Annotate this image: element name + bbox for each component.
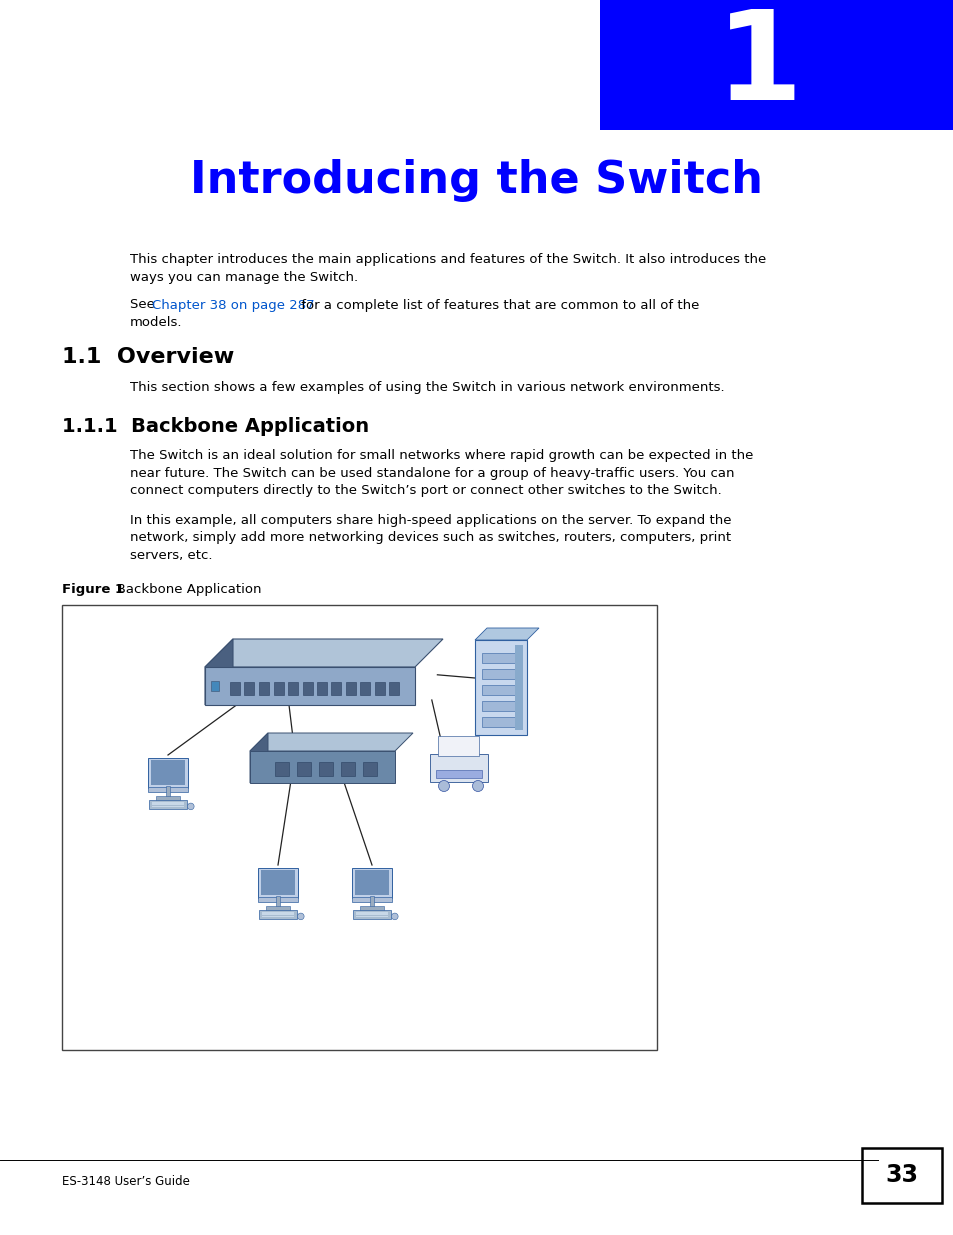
Text: 1: 1 bbox=[715, 5, 802, 126]
Bar bbox=[359, 906, 384, 911]
Circle shape bbox=[391, 913, 397, 920]
Bar bbox=[275, 897, 280, 908]
Circle shape bbox=[438, 781, 449, 792]
Bar bbox=[258, 682, 269, 695]
Bar bbox=[355, 911, 388, 914]
Bar bbox=[346, 682, 355, 695]
Circle shape bbox=[297, 913, 304, 920]
Text: 1.1.1  Backbone Application: 1.1.1 Backbone Application bbox=[62, 417, 369, 436]
Bar bbox=[250, 751, 395, 783]
Text: network, simply add more networking devices such as switches, routers, computers: network, simply add more networking devi… bbox=[130, 531, 730, 543]
Bar bbox=[148, 757, 188, 788]
Polygon shape bbox=[475, 629, 538, 640]
Bar bbox=[257, 867, 297, 898]
Bar bbox=[318, 762, 333, 776]
Bar bbox=[244, 682, 254, 695]
Text: models.: models. bbox=[130, 316, 182, 329]
Text: Figure 1: Figure 1 bbox=[62, 583, 124, 597]
Text: ways you can manage the Switch.: ways you can manage the Switch. bbox=[130, 270, 357, 284]
Bar bbox=[389, 682, 399, 695]
Text: This section shows a few examples of using the Switch in various network environ: This section shows a few examples of usi… bbox=[130, 382, 724, 394]
Bar bbox=[481, 653, 519, 663]
Bar bbox=[261, 915, 294, 918]
Bar bbox=[149, 800, 187, 809]
Bar bbox=[302, 682, 313, 695]
Bar bbox=[211, 680, 219, 692]
Bar bbox=[369, 897, 374, 908]
Bar bbox=[151, 761, 185, 785]
Bar bbox=[62, 605, 657, 1050]
Bar bbox=[257, 897, 297, 902]
Bar bbox=[481, 701, 519, 711]
Text: servers, etc.: servers, etc. bbox=[130, 548, 213, 562]
Bar bbox=[340, 762, 355, 776]
Bar bbox=[599, 0, 953, 130]
Text: Introducing the Switch: Introducing the Switch bbox=[191, 158, 762, 201]
Text: See: See bbox=[130, 299, 159, 311]
Bar bbox=[166, 785, 171, 798]
Bar bbox=[436, 769, 481, 778]
Bar bbox=[355, 915, 388, 918]
Text: This chapter introduces the main applications and features of the Switch. It als: This chapter introduces the main applica… bbox=[130, 253, 765, 266]
Bar bbox=[475, 640, 526, 735]
Circle shape bbox=[472, 781, 483, 792]
Bar bbox=[481, 718, 519, 727]
Bar bbox=[260, 871, 294, 895]
Bar bbox=[355, 914, 388, 915]
Circle shape bbox=[188, 803, 193, 810]
Bar bbox=[152, 804, 184, 805]
Bar bbox=[437, 736, 478, 756]
Polygon shape bbox=[205, 638, 442, 667]
Text: 1.1  Overview: 1.1 Overview bbox=[62, 347, 234, 367]
Bar bbox=[862, 1149, 941, 1203]
Bar bbox=[265, 906, 290, 911]
Text: The Switch is an ideal solution for small networks where rapid growth can be exp: The Switch is an ideal solution for smal… bbox=[130, 450, 753, 462]
Bar bbox=[481, 669, 519, 679]
Bar bbox=[363, 762, 376, 776]
Bar bbox=[353, 910, 391, 919]
Bar bbox=[148, 787, 188, 792]
Bar bbox=[288, 682, 297, 695]
Bar bbox=[331, 682, 341, 695]
Bar bbox=[262, 914, 294, 915]
Bar bbox=[316, 682, 327, 695]
Bar bbox=[355, 871, 389, 895]
Text: Chapter 38 on page 287: Chapter 38 on page 287 bbox=[152, 299, 314, 311]
Bar bbox=[258, 910, 296, 919]
Text: connect computers directly to the Switch’s port or connect other switches to the: connect computers directly to the Switch… bbox=[130, 484, 721, 496]
Text: Backbone Application: Backbone Application bbox=[104, 583, 261, 597]
Bar bbox=[430, 755, 488, 782]
Bar bbox=[205, 667, 415, 705]
Bar bbox=[230, 682, 240, 695]
Bar bbox=[515, 645, 522, 730]
Bar bbox=[375, 682, 385, 695]
Bar bbox=[360, 682, 370, 695]
Bar bbox=[274, 762, 289, 776]
Bar bbox=[296, 762, 311, 776]
Bar bbox=[481, 685, 519, 695]
Polygon shape bbox=[250, 734, 268, 783]
Bar bbox=[152, 802, 184, 804]
Text: 33: 33 bbox=[884, 1163, 918, 1188]
Bar bbox=[155, 797, 180, 802]
Bar bbox=[262, 911, 294, 914]
Polygon shape bbox=[250, 734, 413, 751]
Text: for a complete list of features that are common to all of the: for a complete list of features that are… bbox=[296, 299, 699, 311]
Polygon shape bbox=[205, 638, 233, 705]
Bar bbox=[352, 867, 392, 898]
Bar bbox=[352, 897, 392, 902]
Text: ES-3148 User’s Guide: ES-3148 User’s Guide bbox=[62, 1174, 190, 1188]
Text: near future. The Switch can be used standalone for a group of heavy-traffic user: near future. The Switch can be used stan… bbox=[130, 467, 734, 479]
Bar bbox=[274, 682, 283, 695]
Bar bbox=[152, 805, 184, 808]
Text: In this example, all computers share high-speed applications on the server. To e: In this example, all computers share hig… bbox=[130, 514, 731, 526]
